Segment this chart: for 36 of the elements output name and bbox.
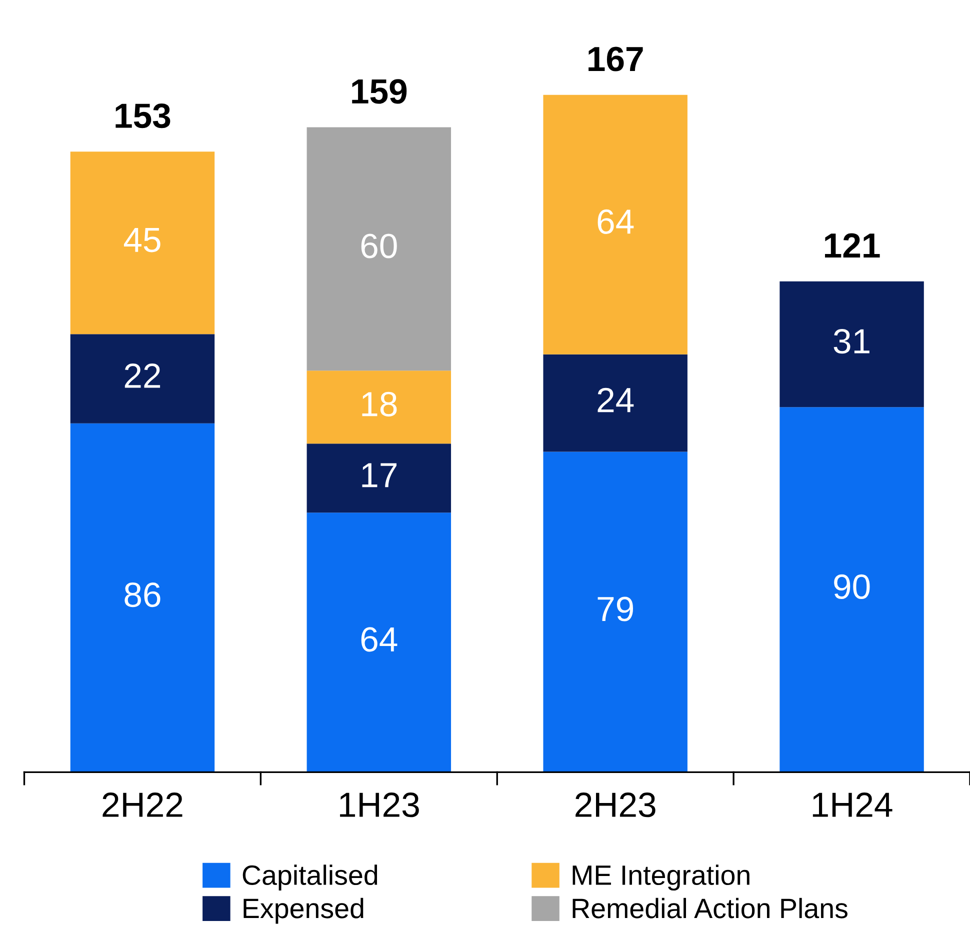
bar [543, 452, 688, 772]
legend-label: Remedial Action Plans [572, 898, 848, 918]
bar [306, 512, 452, 772]
bar [780, 407, 924, 772]
legend-label: Capitalised [242, 864, 378, 891]
data-label: 17 [362, 463, 396, 488]
data-label: 60 [361, 234, 397, 258]
legend-label: Expensed [244, 898, 364, 924]
data-label: 22 [124, 363, 160, 388]
bar [306, 127, 452, 371]
total-label: 167 [588, 46, 643, 72]
data-label: 86 [124, 582, 160, 608]
bar [306, 370, 452, 444]
bar [306, 444, 452, 513]
data-label: 45 [124, 228, 160, 252]
legend-label: ME Integration [572, 864, 750, 891]
bar [543, 354, 688, 452]
data-label: 31 [834, 329, 870, 354]
x-tick-label: 1H24 [812, 792, 892, 817]
data-label: 24 [598, 388, 634, 412]
data-label: 90 [834, 574, 870, 599]
bar [70, 334, 215, 424]
data-label: 18 [362, 392, 397, 416]
data-label: 64 [598, 209, 634, 234]
total-label: 121 [825, 233, 880, 258]
bar [70, 423, 215, 772]
bar [70, 152, 215, 334]
total-label: 153 [116, 104, 170, 128]
x-tick-label: 2H22 [102, 792, 182, 817]
x-tick-label: 2H23 [576, 792, 656, 818]
bar [543, 94, 688, 354]
total-label: 159 [352, 79, 407, 104]
bar [780, 281, 924, 408]
data-label: 79 [598, 596, 634, 622]
x-tick-label: 1H23 [340, 792, 419, 818]
data-label: 64 [361, 627, 398, 652]
